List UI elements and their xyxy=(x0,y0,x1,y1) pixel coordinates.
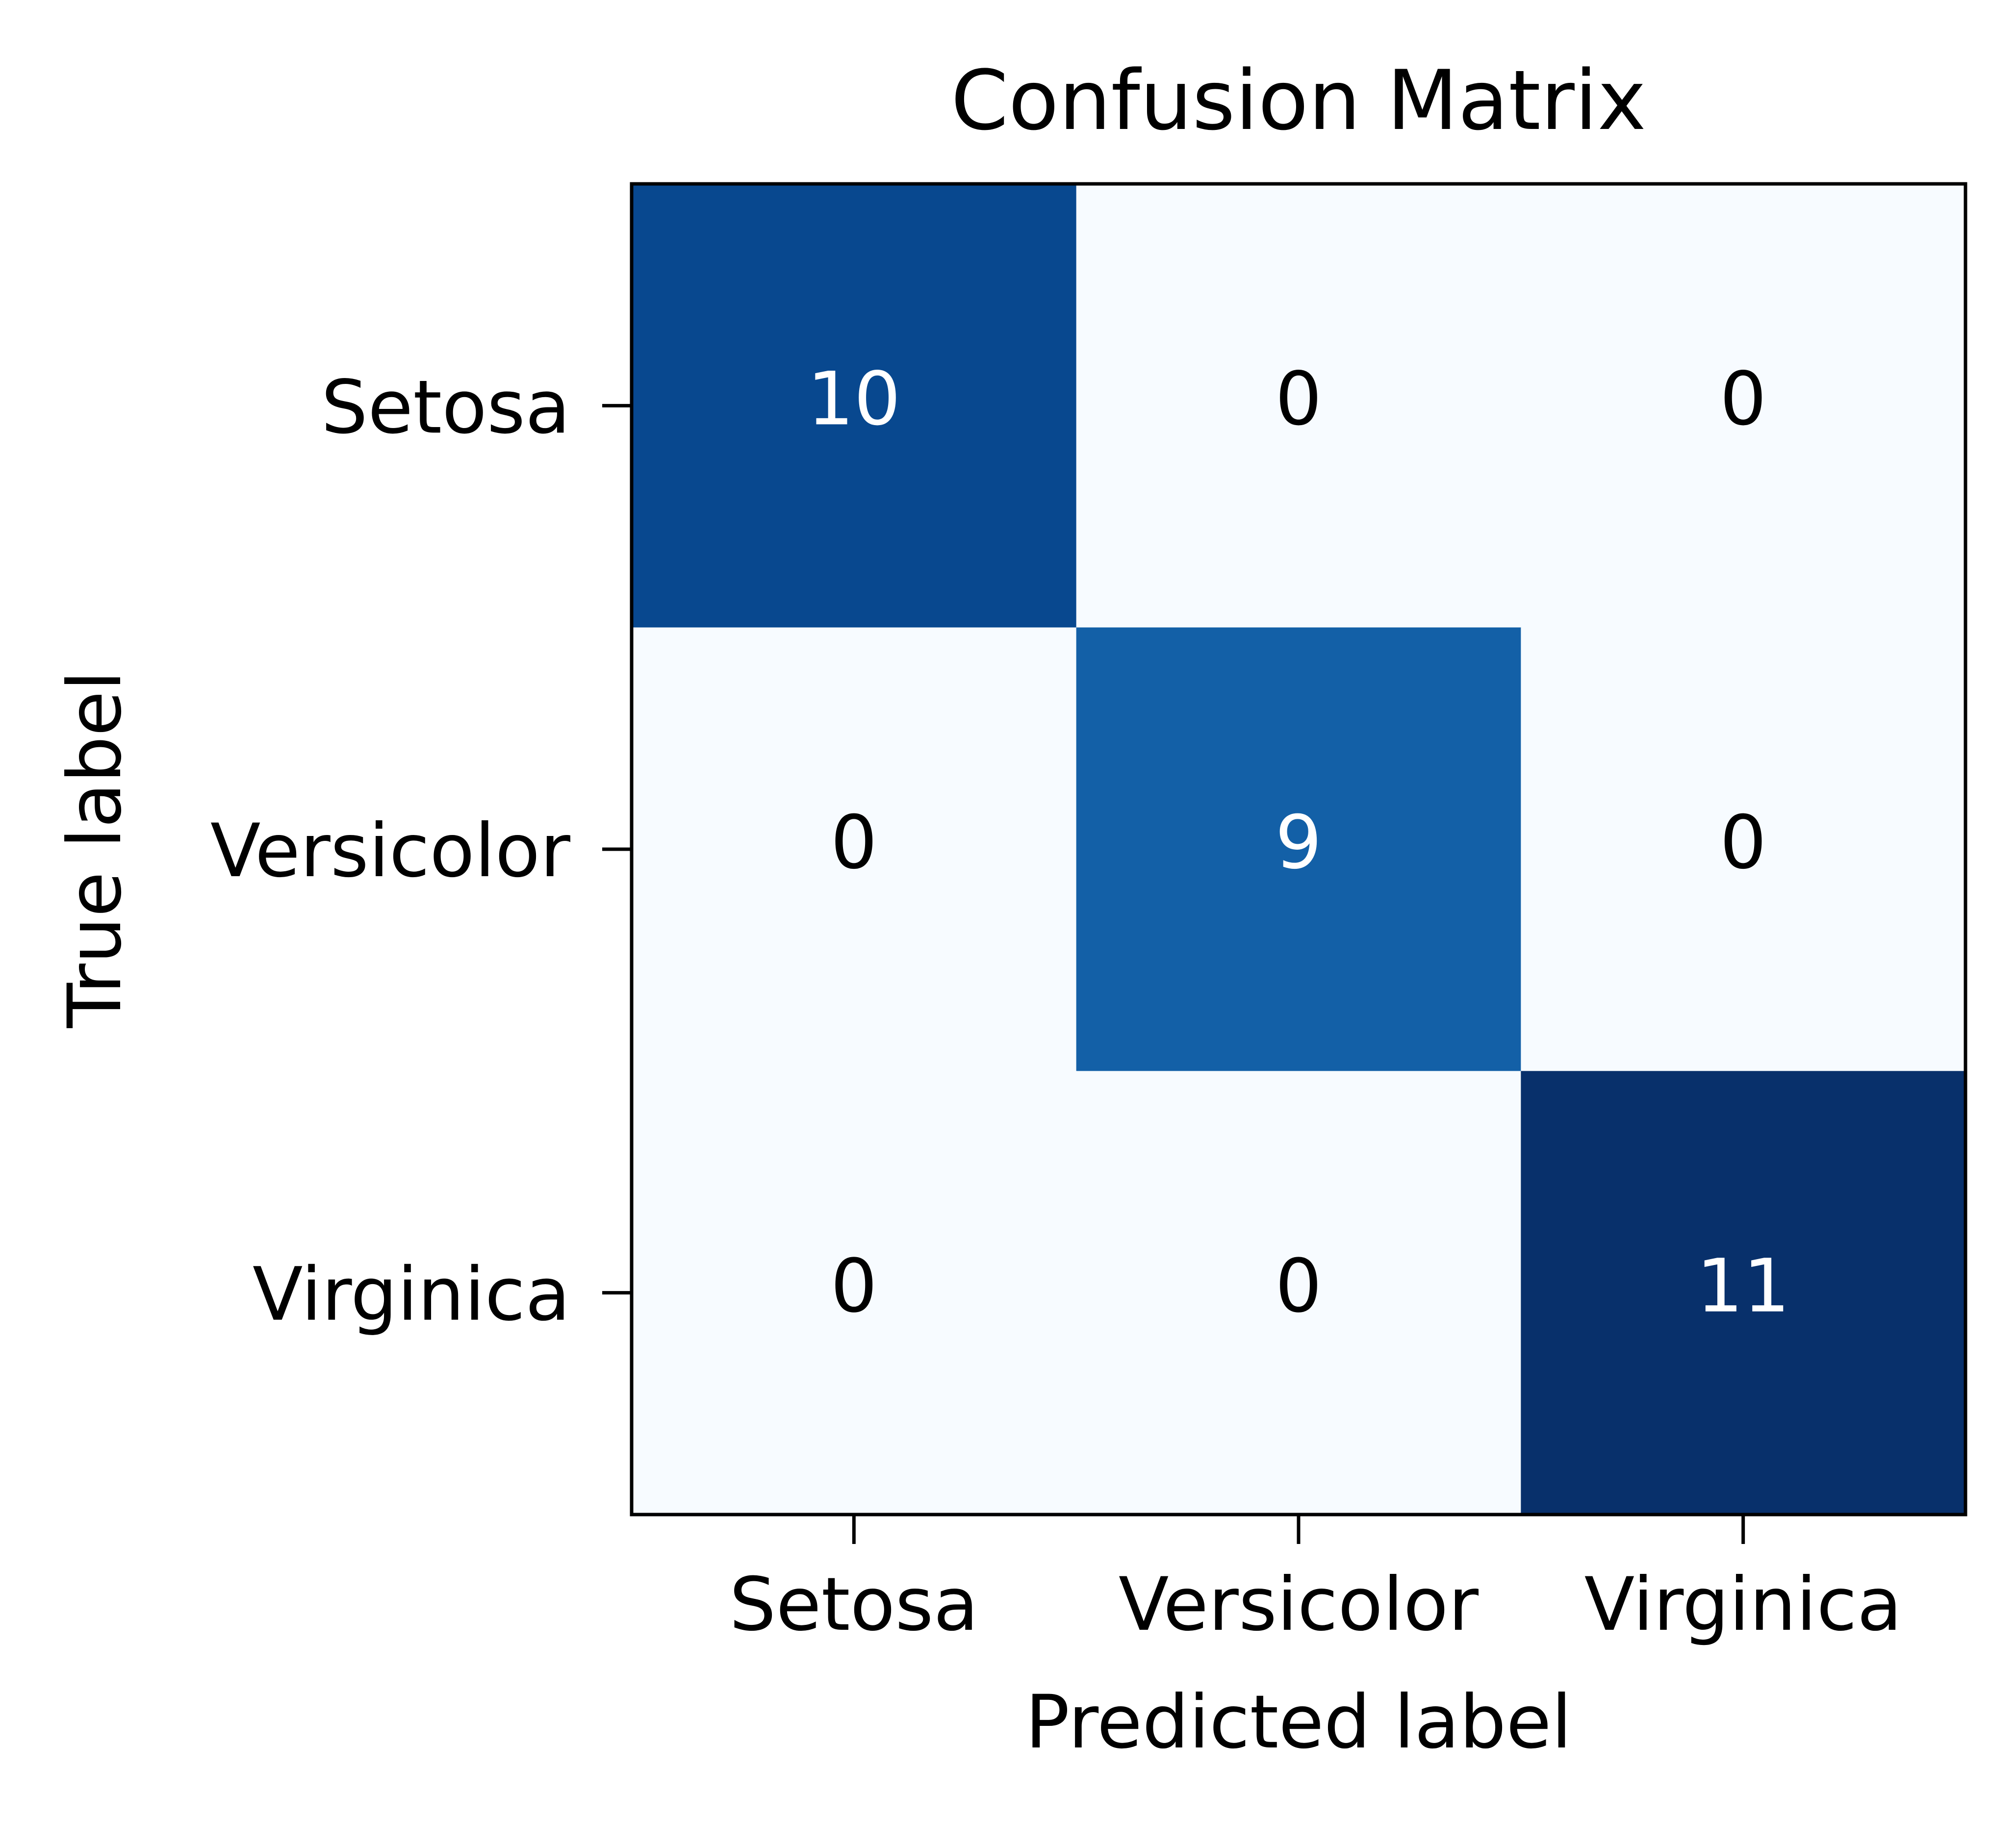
heatmap-cell-label: 9 xyxy=(1275,800,1322,885)
heatmap-cell-label: 0 xyxy=(1720,356,1766,442)
heatmap-cell-label: 0 xyxy=(1720,800,1766,885)
chart-title: Confusion Matrix xyxy=(951,52,1646,149)
heatmap-cell-labels: 10 0 0 0 9 0 0 0 11 xyxy=(807,356,1790,1329)
x-tick-label: Virginica xyxy=(1584,1562,1902,1647)
x-axis-ticks: Setosa Versicolor Virginica xyxy=(729,1515,1902,1647)
y-tick-label: Versicolor xyxy=(210,809,570,894)
heatmap-cell xyxy=(632,627,1077,1072)
heatmap-cells xyxy=(632,184,1966,1515)
x-axis-label: Predicted label xyxy=(1025,1680,1572,1765)
heatmap-cell xyxy=(1521,184,1966,628)
heatmap-cell xyxy=(632,184,1077,628)
heatmap-cell xyxy=(1076,1071,1522,1515)
x-tick-label: Setosa xyxy=(729,1562,978,1647)
heatmap-cell-label: 0 xyxy=(831,1244,877,1329)
heatmap-cell-label: 0 xyxy=(1275,1244,1322,1329)
heatmap-cell xyxy=(1076,184,1522,628)
heatmap-cell-label: 10 xyxy=(807,356,901,442)
heatmap-cell-label: 11 xyxy=(1696,1244,1790,1329)
x-tick-label: Versicolor xyxy=(1119,1562,1479,1647)
heatmap-cell-label: 0 xyxy=(1275,356,1322,442)
heatmap-cell xyxy=(632,1071,1077,1515)
y-tick-label: Setosa xyxy=(321,365,570,450)
heatmap-cell xyxy=(1076,627,1522,1072)
y-axis-label: True label xyxy=(52,670,138,1028)
heatmap-cell xyxy=(1521,1071,1966,1515)
y-axis-ticks: Setosa Versicolor Virginica xyxy=(210,365,632,1338)
y-tick-label: Virginica xyxy=(253,1252,570,1338)
heatmap-cell xyxy=(1521,627,1966,1072)
heatmap-cell-label: 0 xyxy=(831,800,877,885)
